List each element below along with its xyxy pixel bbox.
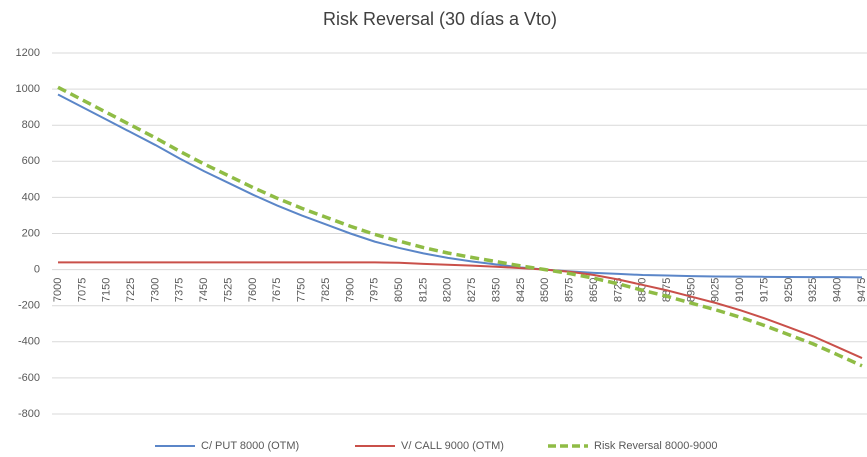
- x-tick-label: 7750: [296, 278, 308, 302]
- x-tick-label: 7975: [369, 278, 381, 302]
- x-tick-label: 7000: [52, 278, 64, 302]
- x-tick-label: 8125: [417, 278, 429, 302]
- x-tick-label: 7825: [320, 278, 332, 302]
- x-tick-label: 8650: [588, 278, 600, 302]
- x-tick-label: 9250: [783, 278, 795, 302]
- x-tick-label: 7600: [247, 278, 259, 302]
- y-tick-label: 800: [22, 119, 40, 131]
- legend-label: C/ PUT 8000 (OTM): [201, 440, 299, 452]
- x-tick-label: 7150: [101, 278, 113, 302]
- x-tick-label: 8350: [490, 278, 502, 302]
- x-tick-label: 7450: [198, 278, 210, 302]
- x-tick-label: 8050: [393, 278, 405, 302]
- legend-label: V/ CALL 9000 (OTM): [401, 440, 504, 452]
- x-tick-label: 7900: [344, 278, 356, 302]
- x-tick-label: 7300: [149, 278, 161, 302]
- x-tick-label: 9025: [710, 278, 722, 302]
- x-tick-label: 9475: [856, 278, 867, 302]
- y-tick-label: 1000: [16, 83, 40, 95]
- y-tick-label: 0: [34, 264, 40, 276]
- y-tick-label: 400: [22, 191, 40, 203]
- y-tick-label: -400: [18, 336, 40, 348]
- x-tick-label: 8275: [466, 278, 478, 302]
- y-tick-label: 1200: [16, 47, 40, 59]
- y-tick-label: -600: [18, 372, 40, 384]
- series-line: [58, 261, 863, 359]
- x-tick-label: 8500: [539, 278, 551, 302]
- x-tick-label: 8425: [515, 278, 527, 302]
- x-tick-label: 7075: [76, 278, 88, 302]
- x-tick-label: 7675: [271, 278, 283, 302]
- x-tick-label: 9400: [832, 278, 844, 302]
- x-tick-label: 8575: [564, 278, 576, 302]
- series-line: [57, 93, 863, 279]
- y-tick-label: 600: [22, 155, 40, 167]
- x-tick-label: 9325: [807, 278, 819, 302]
- x-tick-label: 9175: [758, 278, 770, 302]
- x-tick-label: 9100: [734, 278, 746, 302]
- legend-label: Risk Reversal 8000-9000: [594, 440, 718, 452]
- series-line: [57, 85, 863, 368]
- y-tick-label: 200: [22, 227, 40, 239]
- x-tick-label: 7525: [222, 278, 234, 302]
- chart-title: Risk Reversal (30 días a Vto): [323, 9, 557, 29]
- y-tick-label: -200: [18, 300, 40, 312]
- x-tick-label: 8200: [442, 278, 454, 302]
- x-tick-label: 7225: [125, 278, 137, 302]
- x-tick-label: 7375: [174, 278, 186, 302]
- y-tick-label: -800: [18, 408, 40, 420]
